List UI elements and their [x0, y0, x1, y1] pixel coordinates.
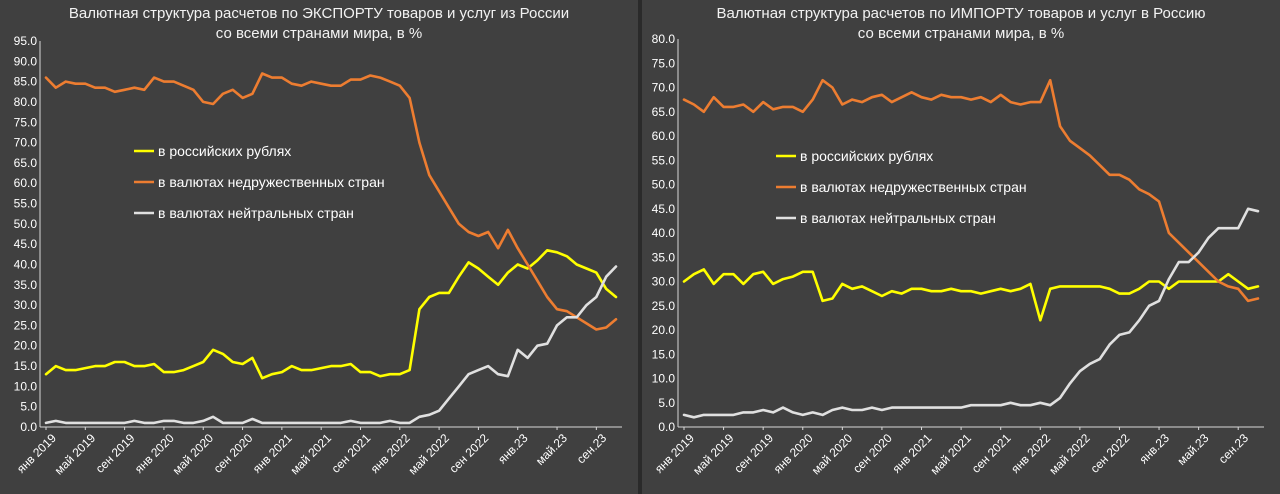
unfriendly-series-line: [44, 72, 618, 331]
legend-label: в валютах нейтральных стран: [800, 210, 996, 226]
x-tick-label: май 2019: [52, 431, 99, 478]
x-tick-label: май 2020: [170, 431, 217, 478]
y-tick-label: 70.0: [14, 136, 38, 150]
y-tick-label: 5.0: [20, 400, 37, 414]
x-tick-label: май 2022: [1046, 431, 1093, 478]
chart-subtitle: со всеми странами мира, в %: [215, 25, 423, 42]
x-tick-label: май.23: [1175, 431, 1212, 468]
x-tick-label: сен 2021: [969, 431, 1014, 476]
y-tick-label: 25.0: [14, 318, 38, 332]
y-tick-label: 50.0: [14, 217, 38, 231]
chart-subtitle: со всеми странами мира, в %: [857, 25, 1065, 42]
legend-label: в российских рублях: [158, 143, 291, 159]
x-tick-label: янв.23: [1136, 431, 1172, 467]
x-tick-label: май 2021: [928, 431, 975, 478]
y-tick-label: 5.0: [658, 396, 675, 410]
rub-series-line: [44, 249, 618, 380]
legend-label: в валютах недружественных стран: [800, 179, 1027, 195]
import-chart-panel: Валютная структура расчетов по ИМПОРТУ т…: [642, 0, 1280, 494]
x-tick-label: сен 2022: [447, 431, 492, 476]
y-tick-label: 55.0: [652, 153, 676, 167]
y-tick-label: 0.0: [658, 420, 675, 434]
chart-title-line-1: Валютная структура расчетов по ИМПОРТУ т…: [716, 5, 1206, 22]
y-tick-label: 35.0: [652, 250, 676, 264]
y-tick-label: 10.0: [14, 379, 38, 393]
y-tick-label: 75.0: [14, 115, 38, 129]
x-tick-label: сен 2020: [211, 431, 256, 476]
y-tick-label: 75.0: [652, 56, 676, 70]
x-tick-label: май 2019: [690, 431, 737, 478]
x-tick-label: сен.23: [574, 431, 610, 467]
y-tick-label: 45.0: [652, 202, 676, 216]
y-tick-label: 90.0: [14, 54, 38, 68]
y-tick-label: 60.0: [14, 176, 38, 190]
y-tick-label: 30.0: [652, 275, 676, 289]
panel-divider: [638, 0, 642, 494]
x-tick-label: сен 2019: [731, 431, 776, 476]
y-tick-label: 10.0: [652, 372, 676, 386]
neutral-series-line: [682, 207, 1260, 419]
y-tick-label: 30.0: [14, 298, 38, 312]
y-tick-label: 85.0: [14, 75, 38, 89]
y-tick-label: 40.0: [652, 226, 676, 240]
y-tick-label: 60.0: [652, 129, 676, 143]
rub-series-line: [682, 268, 1260, 322]
y-tick-label: 0.0: [20, 420, 37, 434]
y-tick-label: 20.0: [14, 339, 38, 353]
y-tick-label: 25.0: [652, 299, 676, 313]
y-tick-label: 35.0: [14, 278, 38, 292]
y-tick-label: 15.0: [14, 359, 38, 373]
export-chart-plot: 0.0 5.0 10.0 15.0 20.0 25.0 30.0 35.0 40.0 45.0 50…: [14, 34, 622, 478]
legend-label: в российских рублях: [800, 148, 933, 164]
y-tick-label: 45.0: [14, 237, 38, 251]
neutral-series-line: [44, 265, 618, 425]
y-tick-label: 65.0: [14, 156, 38, 170]
x-tick-label: сен 2021: [329, 431, 374, 476]
x-tick-label: май 2022: [406, 431, 453, 478]
x-tick-label: сен.23: [1216, 431, 1252, 467]
export-chart-panel: Валютная структура расчетов по ЭКСПОРТУ …: [0, 0, 638, 494]
y-tick-label: 50.0: [652, 178, 676, 192]
x-tick-label: янв.23: [495, 431, 531, 467]
legend-label: в валютах нейтральных стран: [158, 205, 354, 221]
import-chart-plot: 0.0 5.0 10.0 15.0 20.0 25.0 30.0 35.0 40.0 45.0 50…: [652, 32, 1264, 478]
chart-title-line-1: Валютная структура расчетов по ЭКСПОРТУ …: [68, 5, 570, 22]
x-tick-label: май 2021: [288, 431, 335, 478]
legend-label: в валютах недружественных стран: [158, 174, 385, 190]
x-tick-label: май.23: [533, 431, 570, 468]
unfriendly-series-line: [682, 78, 1260, 303]
y-tick-label: 80.0: [652, 32, 676, 46]
y-tick-label: 15.0: [652, 347, 676, 361]
y-tick-label: 40.0: [14, 257, 38, 271]
chart-title: Валютная структура расчетов по ЭКСПОРТУ …: [0, 4, 638, 44]
x-tick-label: сен 2022: [1088, 431, 1133, 476]
y-tick-label: 70.0: [652, 81, 676, 95]
x-tick-label: май 2020: [809, 431, 856, 478]
x-tick-label: сен 2019: [93, 431, 138, 476]
y-tick-label: 80.0: [14, 95, 38, 109]
chart-title: Валютная структура расчетов по ИМПОРТУ т…: [642, 4, 1280, 44]
y-tick-label: 95.0: [14, 34, 38, 48]
y-tick-label: 55.0: [14, 197, 38, 211]
y-tick-label: 20.0: [652, 323, 676, 337]
x-tick-label: сен 2020: [850, 431, 895, 476]
y-tick-label: 65.0: [652, 105, 676, 119]
